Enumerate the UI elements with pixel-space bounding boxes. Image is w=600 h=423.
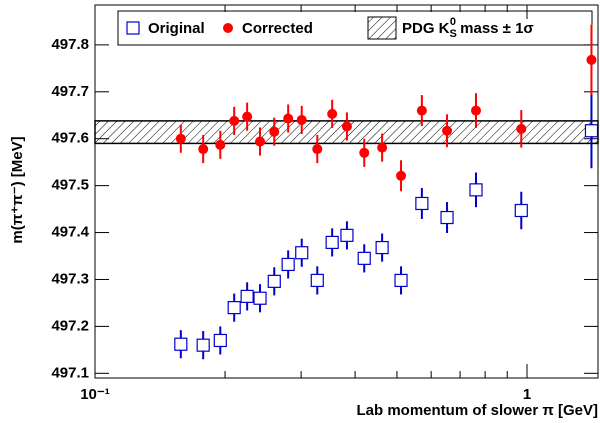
legend-label: Original [148, 20, 205, 37]
marker [174, 337, 188, 351]
marker [175, 133, 186, 144]
marker [310, 273, 324, 288]
marker [213, 333, 227, 348]
marker [198, 144, 209, 155]
legend: Original Corrected PDG KS0 mass ± 1σ [117, 10, 593, 46]
marker [516, 123, 527, 134]
marker [394, 273, 408, 288]
marker [359, 147, 370, 158]
marker [586, 54, 597, 65]
y-tick-label: 497.4 [51, 224, 89, 241]
marker [295, 246, 309, 260]
marker [514, 203, 528, 218]
y-tick-label: 497.1 [51, 364, 89, 381]
legend-box [117, 10, 593, 46]
marker [267, 274, 281, 288]
legend-marker [126, 21, 140, 35]
marker [253, 291, 267, 305]
marker [584, 124, 599, 138]
y-tick-label: 497.6 [51, 130, 89, 147]
legend-marker [223, 23, 233, 33]
marker [375, 240, 389, 255]
marker [215, 139, 226, 150]
marker [196, 338, 210, 352]
legend-label-part: PDG K [402, 20, 450, 37]
marker [340, 228, 354, 242]
marker [227, 301, 241, 315]
marker [240, 289, 254, 303]
marker [327, 108, 338, 119]
legend-label-part: S [450, 28, 457, 40]
y-tick-label: 497.7 [51, 83, 89, 100]
legend-label: Corrected [242, 20, 313, 37]
legend-label: PDG KS0 mass ± 1σ [402, 16, 534, 40]
marker [269, 126, 280, 137]
y-tick-label: 497.3 [51, 270, 89, 287]
marker [415, 196, 429, 211]
plot-frame [94, 4, 599, 379]
y-tick-label: 497.2 [51, 317, 89, 334]
marker [442, 125, 453, 136]
marker [357, 251, 371, 265]
legend-label-part: mass ± 1σ [456, 20, 534, 37]
x-axis-label: Lab momentum of slower π [GeV] [356, 402, 598, 419]
y-tick-label: 497.8 [51, 36, 89, 53]
y-tick-label: 497.5 [51, 177, 89, 194]
marker [325, 235, 339, 250]
marker [396, 170, 407, 181]
marker [416, 105, 427, 116]
y-axis-label: m(π⁺π⁻) [MeV] [9, 136, 26, 243]
marker [469, 183, 483, 197]
marker [283, 113, 294, 124]
marker [229, 115, 240, 126]
marker [440, 210, 454, 225]
x-tick-label: 1 [523, 386, 531, 403]
x-tick-label: 10⁻¹ [80, 386, 110, 403]
marker [377, 142, 388, 153]
marker [471, 105, 482, 116]
marker [255, 136, 266, 147]
marker [296, 114, 307, 125]
marker [341, 121, 352, 132]
legend-label-part: 0 [450, 16, 456, 28]
legend-marker [367, 16, 397, 40]
marker [281, 257, 295, 272]
marker [312, 144, 323, 155]
marker [242, 111, 253, 122]
